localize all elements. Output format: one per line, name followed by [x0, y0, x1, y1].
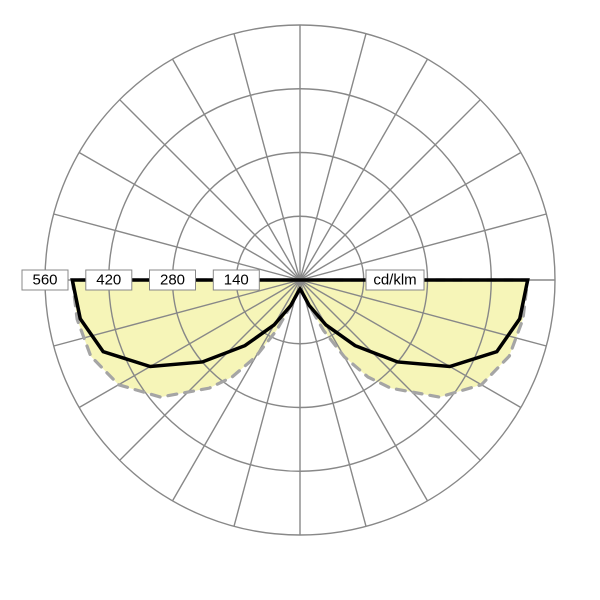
grid-radial-upper — [300, 153, 521, 281]
grid-radial-upper — [173, 59, 301, 280]
unit-label: cd/klm — [373, 272, 416, 289]
ring-label: 560 — [32, 272, 57, 289]
ring-label: 280 — [160, 272, 185, 289]
grid-radial-upper — [79, 153, 300, 281]
polar-diagram: 560 420 280 140 cd/klm — [0, 0, 600, 600]
grid-radial-upper — [300, 59, 428, 280]
ring-label: 420 — [96, 272, 121, 289]
grid-radial-upper — [120, 100, 300, 280]
ring-label: 140 — [224, 272, 249, 289]
grid-radial-upper — [300, 100, 480, 280]
grid-radial-upper — [234, 34, 300, 280]
grid-radial-upper — [300, 34, 366, 280]
